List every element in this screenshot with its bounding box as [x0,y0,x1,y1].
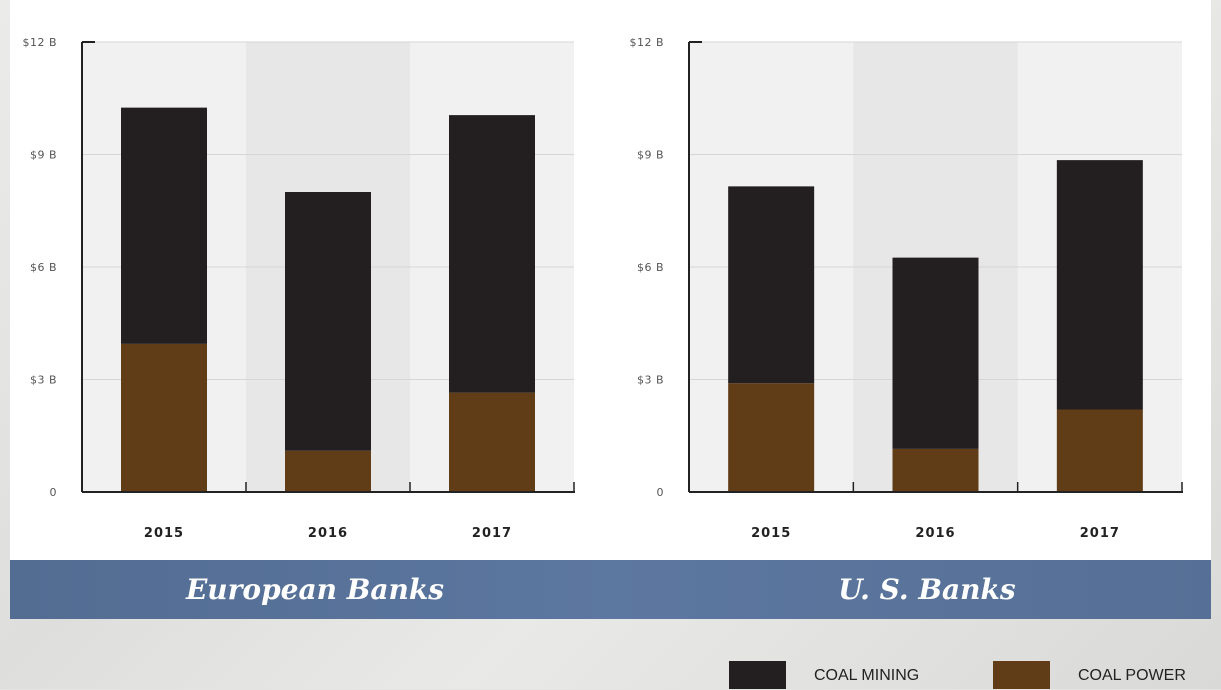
chart-title-us-banks: U. S. Banks [838,573,1016,606]
x-tick-label: 2016 [308,526,348,541]
bar-coal-power-2015 [121,343,207,492]
bar-coal-mining-2016 [892,257,979,449]
y-tick-label: $12 B [22,36,57,49]
y-tick-label: 0 [657,486,665,499]
y-tick-label: $3 B [637,374,664,387]
bar-coal-mining-2015 [121,107,207,344]
x-tick-label: 2015 [144,526,184,541]
y-tick-label: 0 [50,486,58,499]
legend-label-coal-power: COAL POWER [1078,667,1186,684]
y-tick-label: $6 B [637,261,664,274]
bar-coal-mining-2016 [285,192,371,451]
y-tick-label: $3 B [30,374,57,387]
bar-coal-mining-2017 [449,115,535,393]
us-banks-chart: 0 $3 B $6 B $9 B $12 B 2015 2016 2017 [629,36,1183,541]
y-tick-label: $9 B [30,149,57,162]
bar-coal-power-2016 [285,450,371,492]
legend-swatch-coal-mining [729,661,786,689]
x-tick-label: 2017 [1080,526,1120,541]
y-tick-label: $9 B [637,149,664,162]
bar-coal-mining-2015 [728,186,815,384]
x-tick-label: 2017 [472,526,512,541]
title-banner [10,560,1211,619]
y-tick-label: $12 B [629,36,664,49]
chart-title-european-banks: European Banks [185,573,445,606]
bar-coal-mining-2017 [1056,160,1143,410]
bar-coal-power-2016 [892,448,979,492]
bar-coal-power-2017 [449,392,535,492]
bar-coal-power-2017 [1056,409,1143,492]
x-tick-label: 2016 [915,526,955,541]
charts-svg: 0 $3 B $6 B $9 B $12 B 2015 2016 2017 0 $3 B $6 B… [22,36,1183,541]
legend-swatch-coal-power [993,661,1050,689]
bar-coal-power-2015 [728,383,815,492]
x-tick-label: 2015 [751,526,791,541]
european-banks-chart: 0 $3 B $6 B $9 B $12 B 2015 2016 2017 [22,36,575,541]
y-tick-label: $6 B [30,261,57,274]
legend-label-coal-mining: COAL MINING [814,667,920,684]
